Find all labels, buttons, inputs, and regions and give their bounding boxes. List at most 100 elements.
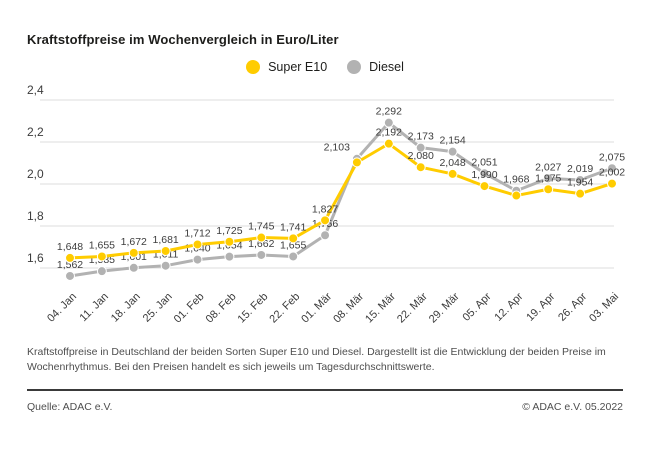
y-tick-label: 1,8 [27, 209, 44, 223]
legend-item-diesel: Diesel [347, 60, 404, 74]
series-diesel-point [607, 163, 617, 174]
series-super-e10-point [320, 215, 331, 226]
series-diesel-point [479, 168, 490, 179]
y-tick-label: 2,2 [27, 125, 44, 139]
series-diesel-value-label: 1,662 [248, 238, 274, 250]
super-e10-marker-icon [246, 60, 261, 74]
series-super-e10-value-label: 1,975 [535, 172, 561, 184]
series-super-e10-value-label: 1,712 [184, 227, 210, 239]
series-diesel-point [288, 251, 299, 262]
legend-label-super-e10: Super E10 [268, 60, 328, 74]
series-super-e10-line [69, 142, 613, 260]
legend-label-diesel: Diesel [369, 60, 404, 74]
series-diesel-value-label: 1,655 [280, 239, 306, 251]
series-diesel-point [128, 262, 139, 273]
footer-divider [27, 389, 623, 391]
series-super-e10-value-label: 1,672 [121, 236, 147, 248]
y-tick-label: 2,4 [27, 83, 44, 97]
y-tick-label: 1,6 [27, 251, 44, 265]
x-tick-label: 08. Feb [204, 291, 239, 326]
series-super-e10-point [65, 252, 75, 263]
x-tick-label: 01. Feb [172, 291, 207, 326]
series-super-e10-value-label: 2,080 [408, 150, 434, 162]
diesel-marker-icon [347, 60, 362, 74]
series-super-e10-point [128, 247, 139, 258]
x-tick-label: 29. Mär [427, 290, 462, 325]
series-super-e10-point [192, 239, 203, 250]
series-diesel-point [96, 266, 107, 277]
series-diesel-point [65, 270, 75, 281]
series-diesel-value-label: 2,154 [439, 135, 465, 147]
series-diesel-point [543, 173, 554, 184]
series-super-e10-point [256, 232, 267, 243]
x-tick-label: 18. Jan [109, 291, 143, 325]
series-super-e10-point [160, 245, 171, 256]
series-super-e10-value-label: 1,681 [153, 234, 179, 246]
series-super-e10-value-label: 1,725 [216, 225, 242, 237]
x-tick-label: 03. Mai [587, 291, 621, 325]
series-diesel-point [160, 260, 171, 271]
chart-title: Kraftstoffpreise im Wochenvergleich in E… [27, 32, 339, 47]
series-super-e10-value-label: 2,192 [376, 127, 402, 139]
x-tick-label: 22. Feb [267, 291, 302, 326]
series-super-e10-value-label: 1,954 [567, 177, 593, 189]
series-super-e10-value-label: 1,655 [89, 239, 115, 251]
copyright-label: © ADAC e.V. 05.2022 [522, 401, 623, 413]
x-tick-label: 15. Mär [363, 290, 398, 325]
footer-row: Quelle: ADAC e.V. © ADAC e.V. 05.2022 [27, 401, 623, 413]
series-diesel-value-label: 2,075 [599, 151, 625, 163]
x-tick-label: 12. Apr [492, 290, 525, 323]
series-super-e10-value-label: 2,002 [599, 167, 625, 179]
source-label: Quelle: ADAC e.V. [27, 401, 113, 413]
x-tick-label: 04. Jan [45, 291, 79, 325]
series-super-e10-point [224, 236, 235, 247]
series-super-e10-value-label: 1,745 [248, 221, 274, 233]
series-super-e10-point [288, 233, 299, 244]
series-super-e10-point [447, 168, 458, 179]
series-diesel-point [415, 142, 426, 153]
series-super-e10-point [479, 181, 490, 192]
series-super-e10-value-label: 1,827 [312, 203, 338, 215]
series-diesel-value-label: 2,019 [567, 163, 593, 175]
x-tick-label: 22. Mär [395, 290, 430, 325]
y-tick-label: 2,0 [27, 167, 44, 181]
series-super-e10-value-label: 1,648 [57, 241, 83, 253]
x-tick-label: 11. Jan [78, 291, 111, 324]
series-diesel-point [256, 249, 267, 260]
series-diesel-point [447, 146, 458, 157]
series-diesel-point [192, 254, 203, 265]
chart-description: Kraftstoffpreise in Deutschland der beid… [27, 346, 606, 374]
series-super-e10-point [96, 251, 107, 262]
series-super-e10-point [383, 138, 394, 149]
series-diesel-point [320, 230, 331, 241]
x-tick-label: 26. Apr [556, 290, 589, 323]
series-super-e10-value-label: 2,103 [324, 141, 350, 153]
x-tick-label: 19. Apr [524, 290, 557, 323]
x-tick-label: 25. Jan [141, 291, 175, 325]
x-tick-label: 15. Feb [236, 291, 271, 326]
x-tick-label: 08. Mär [331, 290, 366, 325]
series-diesel-point [224, 251, 235, 262]
series-diesel-value-label: 2,173 [408, 131, 434, 143]
series-diesel-point [575, 175, 586, 186]
series-super-e10-point [607, 178, 617, 189]
x-tick-label: 01. Mär [299, 290, 334, 325]
series-super-e10-point [575, 188, 586, 199]
series-super-e10-point [543, 184, 554, 195]
legend-item-super-e10: Super E10 [246, 60, 327, 74]
series-super-e10-value-label: 1,990 [471, 169, 497, 181]
series-diesel-point [383, 117, 394, 128]
x-tick-label: 05. Apr [460, 290, 493, 323]
series-super-e10-point [351, 157, 362, 168]
series-diesel-value-label: 1,562 [57, 259, 83, 271]
series-diesel-value-label: 1,968 [503, 174, 529, 186]
chart-legend: Super E10 Diesel [0, 60, 650, 74]
series-super-e10-point [415, 162, 426, 173]
series-super-e10-value-label: 2,048 [439, 157, 465, 169]
series-diesel-value-label: 2,051 [471, 156, 497, 168]
series-super-e10-point [511, 190, 522, 201]
series-diesel-value-label: 2,027 [535, 161, 561, 173]
series-diesel-line [69, 121, 613, 278]
